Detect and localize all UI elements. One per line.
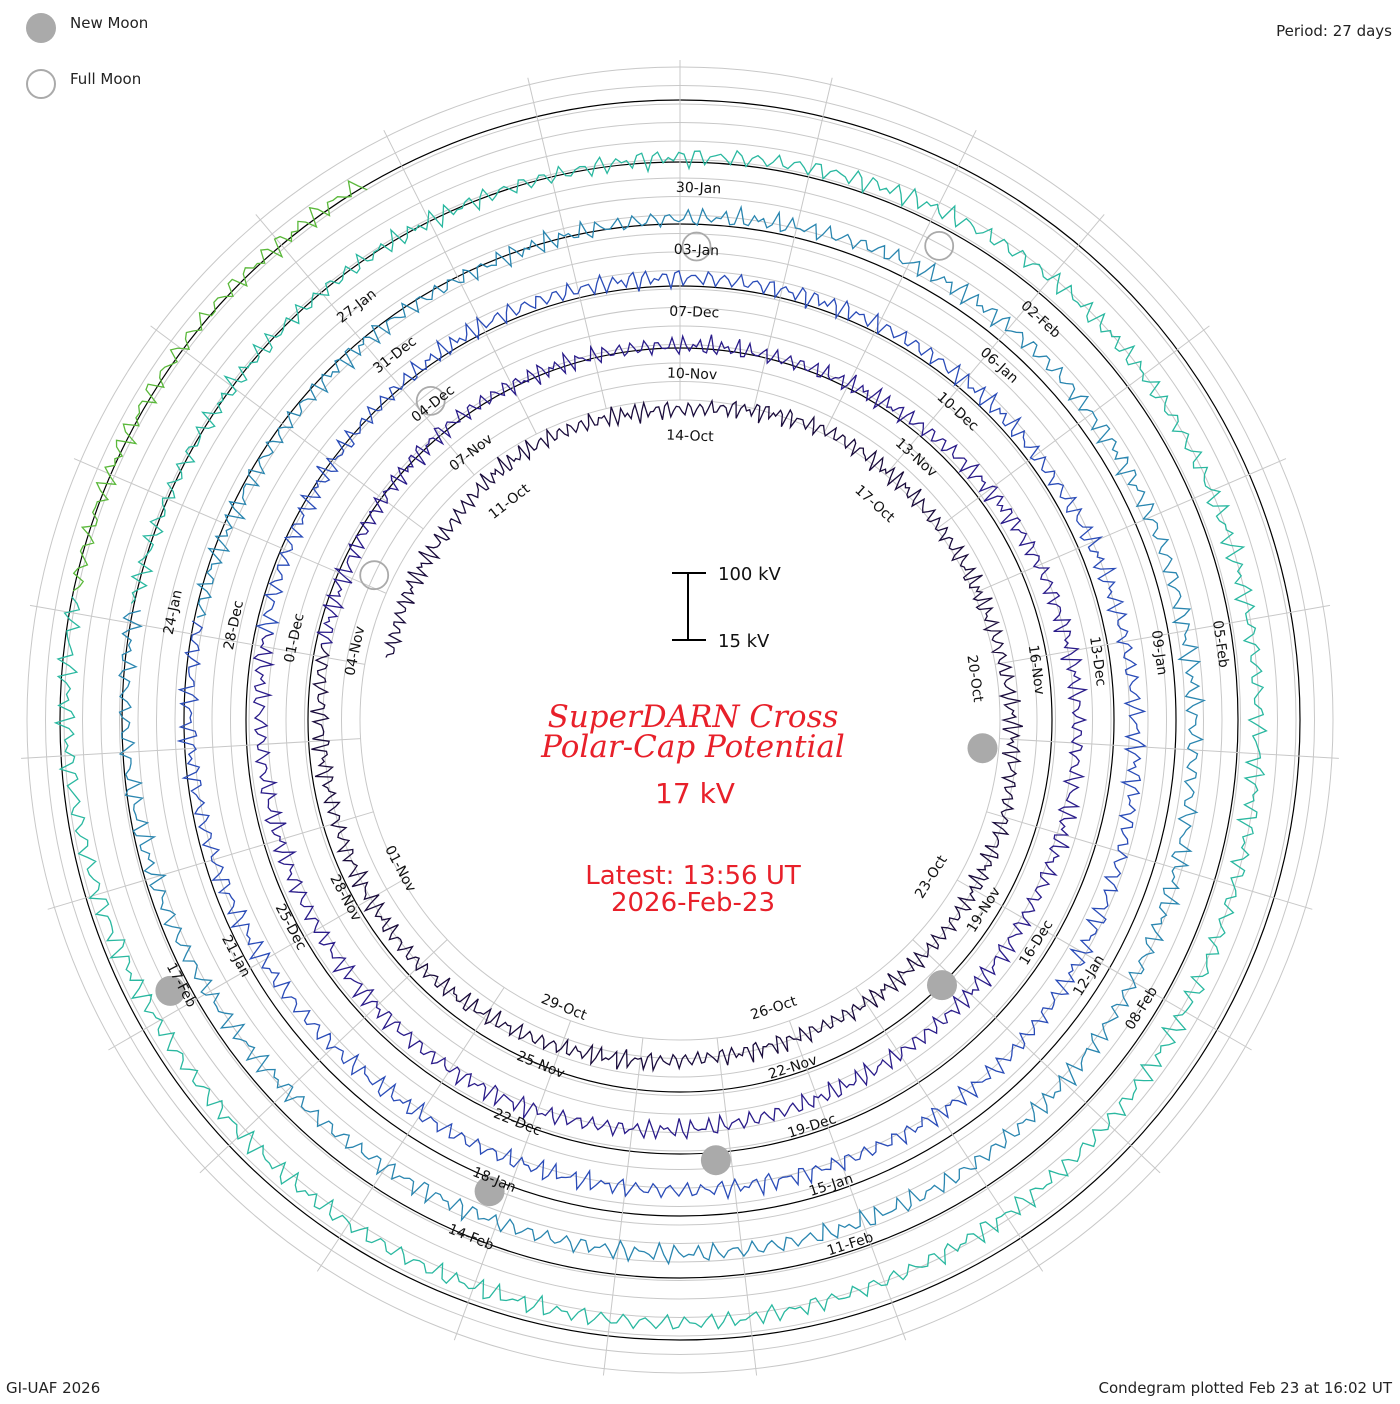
full-moon-icon: [26, 69, 56, 99]
period-label: Period: 27 days: [1276, 22, 1392, 40]
legend-new-moon-label: New Moon: [70, 14, 149, 32]
radial-line: [527, 77, 607, 409]
radial-line: [602, 1037, 644, 1376]
date-label: 16-Nov: [1025, 644, 1048, 696]
date-label: 13-Dec: [1086, 635, 1109, 687]
new-moon-marker: [700, 1145, 731, 1176]
radial-line: [999, 738, 1339, 759]
center-title: SuperDARN Cross Polar-Cap Potential 17 k…: [540, 699, 845, 918]
date-label: 01-Nov: [381, 843, 419, 895]
radial-day-lines: [21, 60, 1339, 1376]
date-label: 14-Feb: [446, 1221, 496, 1254]
radial-line: [199, 939, 448, 1174]
date-label: 29-Oct: [539, 991, 589, 1024]
date-label: 10-Dec: [934, 389, 982, 434]
full-moon-marker: [681, 231, 712, 262]
date-label: 12-Jan: [1070, 952, 1108, 999]
date-label: 24-Jan: [161, 588, 186, 636]
date-label: 11-Feb: [825, 1229, 875, 1259]
date-label: 22-Dec: [491, 1106, 543, 1140]
guide-circles: [26, 66, 1334, 1374]
full-moon-marker: [415, 385, 446, 416]
date-label: 17-Oct: [851, 482, 897, 526]
date-label: 05-Feb: [1209, 619, 1231, 669]
radial-line: [855, 987, 1044, 1272]
new-moon-marker: [474, 1176, 505, 1207]
radial-line: [316, 987, 505, 1272]
date-label: 09-Jan: [1148, 629, 1170, 676]
date-label: 03-Jan: [674, 242, 720, 260]
new-moon-marker: [967, 733, 998, 764]
date-label: 11-Oct: [486, 481, 534, 523]
legend-markers: [26, 13, 56, 99]
latest-time: Latest: 13:56 UT: [585, 861, 801, 891]
scale-bottom-label: 15 kV: [718, 631, 770, 652]
radial-line: [716, 1037, 758, 1376]
radial-line: [29, 604, 365, 665]
legend-full-moon-label: Full Moon: [70, 70, 142, 88]
radial-line: [47, 811, 374, 910]
date-label: 27-Jan: [334, 286, 379, 326]
new-moon-marker: [927, 970, 957, 1001]
radial-line: [453, 1020, 572, 1341]
series-line-3: [176, 269, 1147, 1201]
date-label: 23-Oct: [912, 852, 951, 901]
date-label: 15-Jan: [807, 1171, 855, 1200]
radial-line: [973, 458, 1287, 594]
radial-line: [986, 811, 1313, 910]
radial-line: [753, 77, 833, 409]
credit-label: GI-UAF 2026: [6, 1379, 101, 1397]
series-line-2: [252, 333, 1089, 1141]
date-label: 19-Dec: [786, 1111, 838, 1142]
data-series: [53, 149, 1268, 1330]
radial-line: [956, 879, 1252, 1051]
new-moon-icon: [26, 13, 56, 43]
series-line-5: [53, 149, 1268, 1330]
full-moon-marker: [924, 230, 955, 261]
plotted-timestamp: Condegram plotted Feb 23 at 16:02 UT: [1098, 1379, 1392, 1397]
date-label: 14-Oct: [666, 428, 715, 446]
date-label: 20-Oct: [963, 654, 986, 704]
full-moon-marker: [359, 560, 390, 591]
date-label: 30-Jan: [676, 180, 722, 198]
moon-markers: [155, 230, 998, 1207]
radial-line: [936, 325, 1210, 530]
radial-line: [21, 738, 361, 759]
date-label: 01-Dec: [282, 612, 308, 664]
series-line-1: [310, 398, 1024, 1073]
radial-line: [108, 879, 404, 1051]
current-value: 17 kV: [655, 777, 735, 810]
scale-top-label: 100 kV: [718, 564, 782, 585]
date-label: 06-Jan: [977, 345, 1021, 387]
radial-line: [995, 604, 1331, 665]
radial-line: [255, 214, 475, 476]
series-line-4: [118, 204, 1207, 1266]
scale-bar: 100 kV 15 kV: [672, 564, 782, 652]
date-label: 21-Jan: [218, 932, 253, 979]
new-moon-marker: [155, 975, 186, 1006]
date-label: 16-Dec: [1016, 917, 1056, 968]
latest-date: 2026-Feb-23: [611, 888, 775, 918]
date-label: 10-Nov: [667, 366, 718, 384]
title-line-2: Polar-Cap Potential: [540, 729, 845, 765]
series-line-6: [72, 179, 368, 592]
date-label: 26-Oct: [749, 993, 800, 1023]
date-label: 07-Dec: [669, 304, 719, 322]
title-line-1: SuperDARN Cross: [548, 699, 839, 735]
radial-line: [788, 1020, 907, 1341]
date-label: 07-Nov: [447, 431, 496, 475]
